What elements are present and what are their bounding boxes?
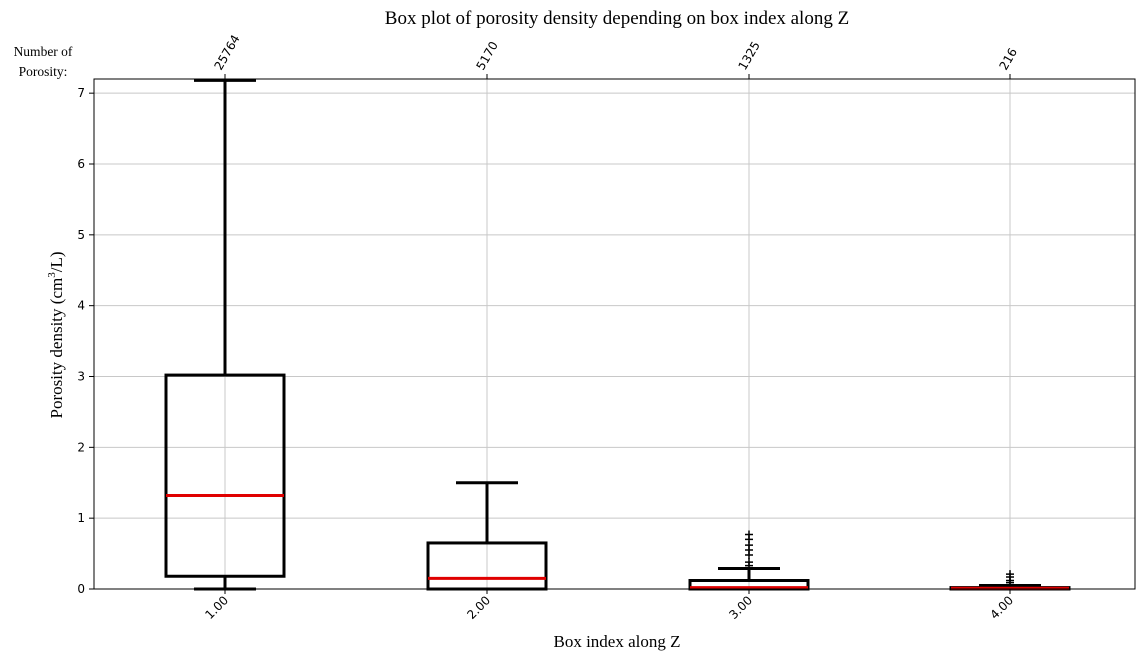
y-axis-label: Porosity density (cm3/L) xyxy=(46,252,66,419)
count-heading-line1: Number of xyxy=(14,44,73,59)
flier-point xyxy=(1006,570,1014,579)
y-tick-label: 3 xyxy=(77,370,85,384)
count-label: 216 xyxy=(996,46,1020,73)
flier-point xyxy=(745,558,753,567)
count-label: 1325 xyxy=(735,39,762,72)
x-tick-label: 2.00 xyxy=(464,593,493,622)
y-tick-label: 6 xyxy=(77,157,85,171)
box-group-4 xyxy=(949,570,1071,591)
box-group-3 xyxy=(688,530,810,591)
box-iqr xyxy=(164,373,286,578)
x-tick-label: 1.00 xyxy=(202,593,231,622)
box-elements xyxy=(164,78,1071,591)
y-axis-label-tail: /L) xyxy=(47,252,66,273)
chart-title: Box plot of porosity density depending o… xyxy=(385,8,849,29)
y-axis-label-superscript: 3 xyxy=(46,272,58,278)
y-axis-label-main: Porosity density (cm xyxy=(47,278,66,419)
y-tick-label: 5 xyxy=(77,228,85,242)
y-tick-label: 4 xyxy=(77,299,85,313)
count-heading-line2: Porosity: xyxy=(19,64,68,79)
y-tick-label: 1 xyxy=(77,511,85,525)
count-label: 5170 xyxy=(473,39,500,72)
x-axis-label: Box index along Z xyxy=(553,632,680,651)
box-group-1 xyxy=(164,78,286,591)
count-label: 25764 xyxy=(211,32,242,72)
tick-labels: 0 1 2 3 4 5 6 7 1.00 25764 2.00 5170 3.00 1325 4.00 216 xyxy=(77,32,1020,622)
y-tick-label: 0 xyxy=(77,582,85,596)
tick-marks xyxy=(89,74,1011,594)
grid-lines xyxy=(94,79,1135,589)
x-tick-label: 3.00 xyxy=(726,593,755,622)
flier-point xyxy=(745,530,753,539)
plot-frame xyxy=(93,78,1136,590)
y-tick-label: 2 xyxy=(77,440,85,454)
x-tick-label: 4.00 xyxy=(987,593,1016,622)
y-tick-label: 7 xyxy=(77,86,85,100)
